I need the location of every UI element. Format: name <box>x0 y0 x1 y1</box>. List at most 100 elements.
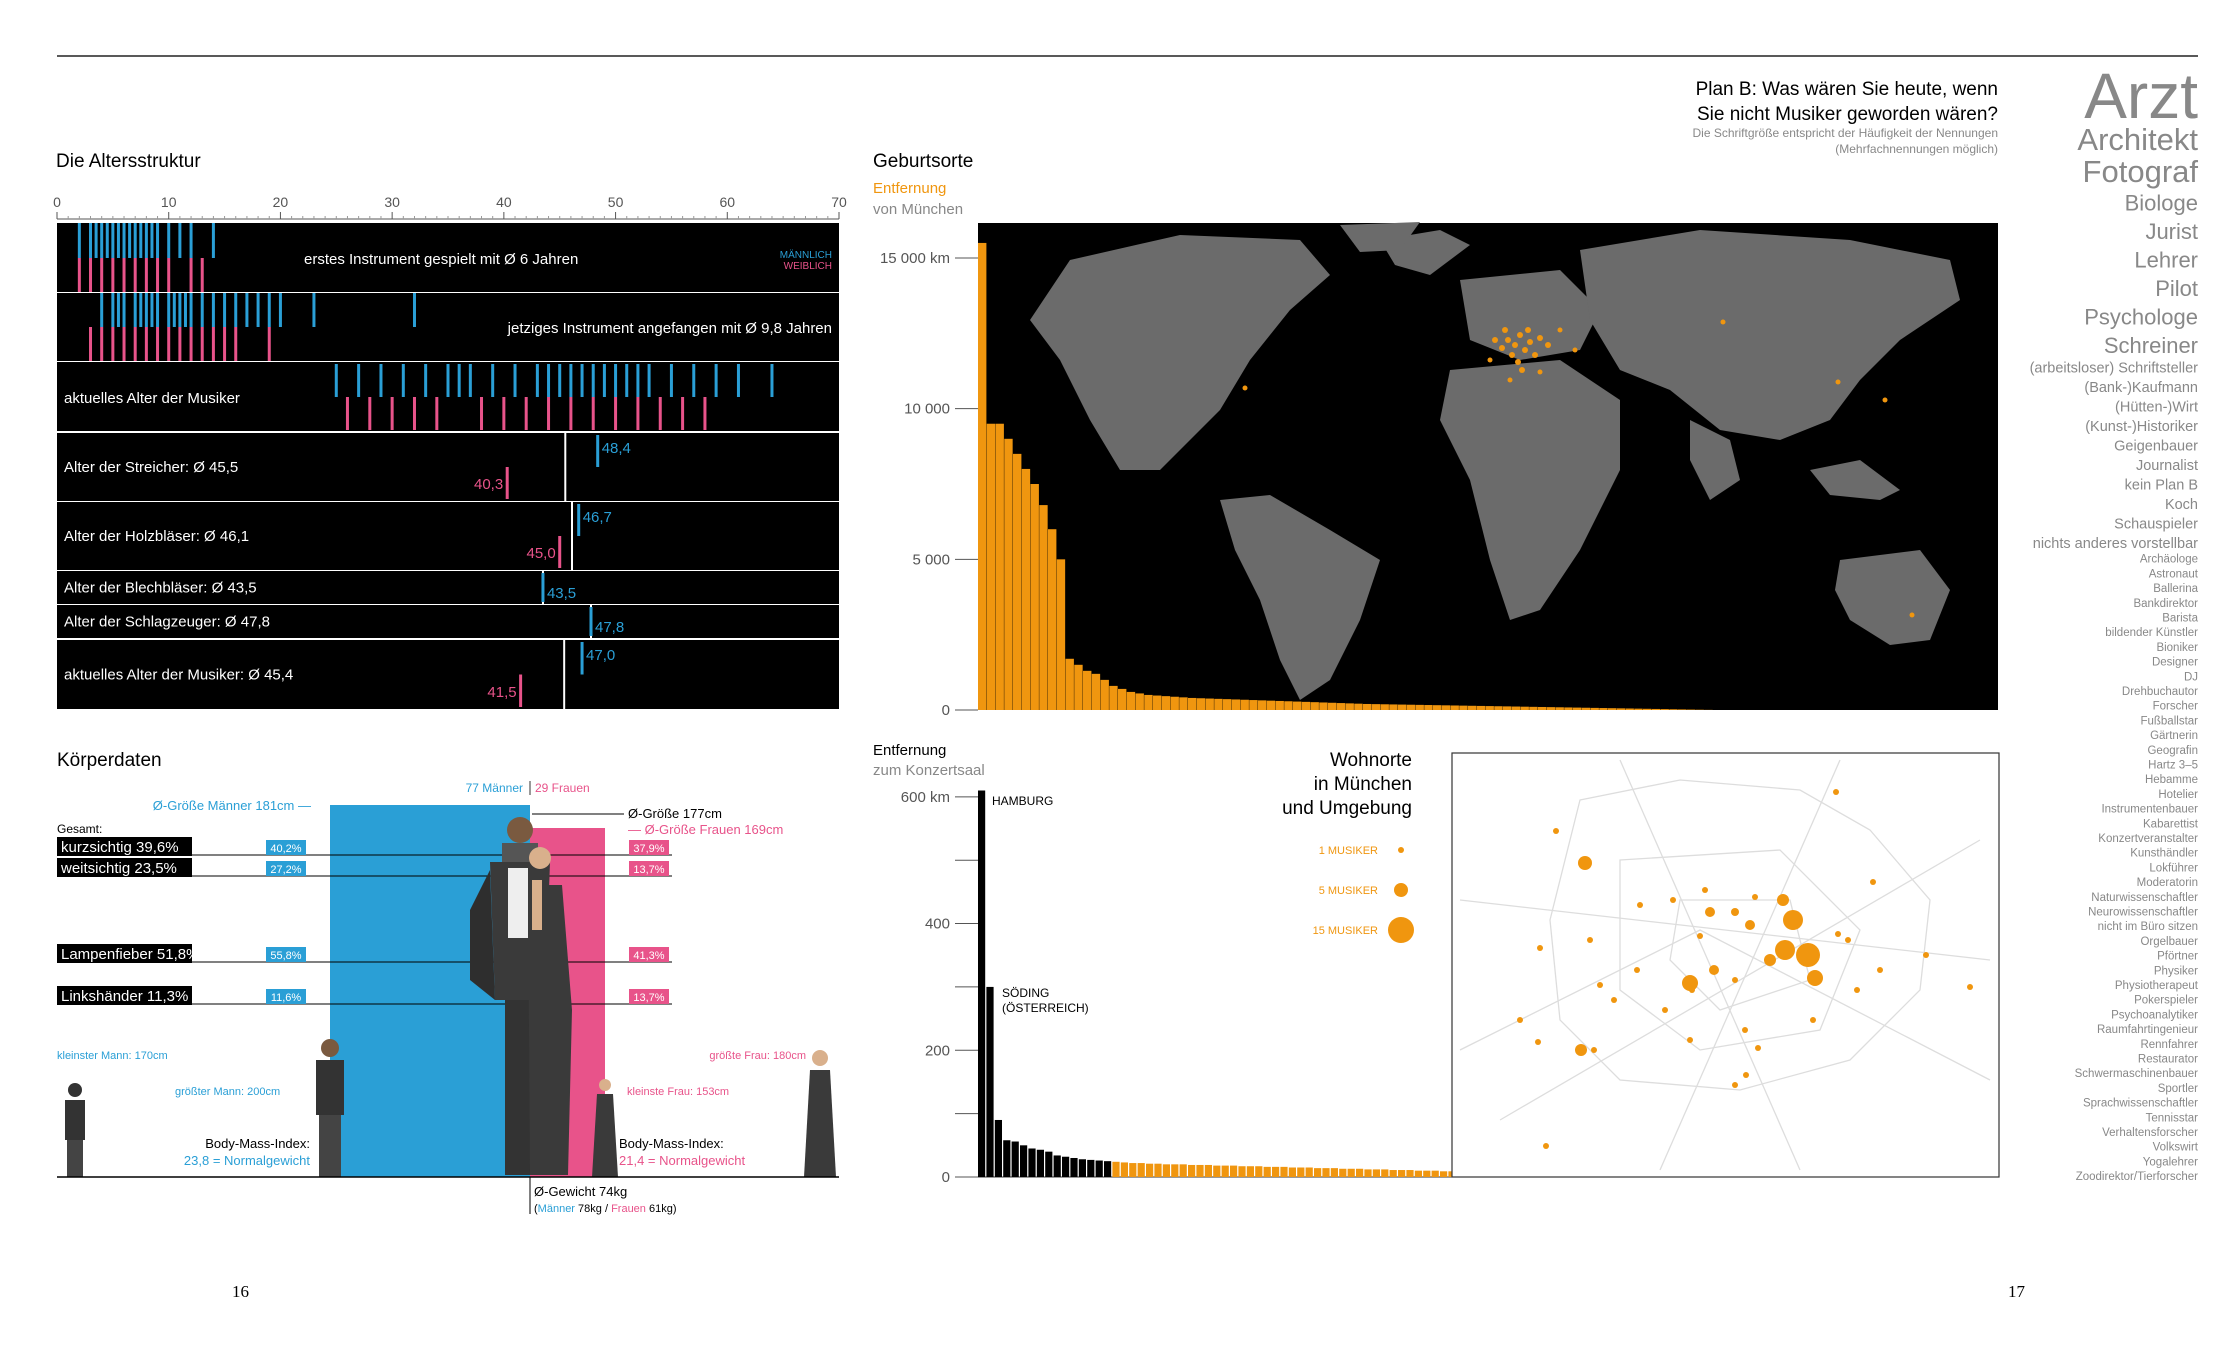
body-stat-label: weitsichtig 23,5% <box>60 860 177 877</box>
birth-bar <box>1153 695 1162 710</box>
age-section-box <box>57 571 839 604</box>
age-mark <box>245 293 249 327</box>
weight-breakdown: (Männer 78kg / Frauen 61kg) <box>534 1203 677 1215</box>
res-bar <box>1440 1171 1448 1177</box>
plan-b-word: (Bank-)Kaufmann <box>2084 380 2198 396</box>
plan-b-word: Kunsthändler <box>2130 848 2198 860</box>
birth-y-label: 0 <box>942 702 950 719</box>
birth-bar <box>1538 706 1547 710</box>
plan-b-word: Astronaut <box>2149 568 2199 580</box>
age-mark <box>167 293 171 327</box>
age-mark <box>100 293 104 327</box>
age-section-male-value: 43,5 <box>547 585 576 602</box>
res-bar <box>1062 1156 1070 1177</box>
plan-b-word: Rennfahrer <box>2140 1039 2198 1051</box>
birth-bar <box>1336 703 1346 710</box>
weight-men-value: 78kg / <box>578 1203 609 1215</box>
birth-bar <box>1503 706 1512 710</box>
plan-b-word: Architekt <box>2077 122 2198 157</box>
age-mark <box>144 258 148 292</box>
plan-b-word: DJ <box>2184 671 2198 683</box>
birth-bar <box>1135 693 1144 710</box>
bmi-women: 21,4 = Normalgewicht <box>619 1153 745 1168</box>
legend-1: 1 MUSIKER <box>1319 845 1378 857</box>
birth-bar <box>1179 697 1188 710</box>
plan-b-word: Journalist <box>2136 458 2198 474</box>
birth-bar <box>1275 700 1284 710</box>
birth-bar <box>1188 697 1197 710</box>
age-mark <box>569 364 573 397</box>
plan-b-word: kein Plan B <box>2125 478 2198 494</box>
birth-bar <box>1214 698 1223 710</box>
body-stat-female-value: 37,9% <box>633 843 664 855</box>
birth-bar <box>1660 709 1669 710</box>
birth-bar <box>1083 670 1092 710</box>
birth-bar <box>1240 699 1249 710</box>
age-axis-label: 10 <box>161 194 177 210</box>
birth-bar <box>986 423 996 710</box>
res-bar <box>1162 1164 1170 1177</box>
birth-bar <box>1100 679 1109 710</box>
age-section-label: Alter der Schlagzeuger: Ø 47,8 <box>64 614 270 631</box>
age-mark <box>435 397 439 430</box>
legend-dot-5 <box>1394 883 1408 897</box>
legend-dot-1 <box>1398 847 1404 853</box>
res-bar <box>1045 1151 1053 1177</box>
birth-bar <box>1354 703 1363 710</box>
plan-b-word: Fotograf <box>2083 154 2199 189</box>
age-mark <box>669 364 673 397</box>
birth-bar <box>1555 707 1564 710</box>
weight-women-value: 61kg) <box>649 1203 677 1215</box>
planb-note-2: (Mehrfachnennungen möglich) <box>1835 142 1998 156</box>
age-mark <box>591 397 595 430</box>
planb-title-2: Sie nicht Musiker geworden wären? <box>1697 104 1998 125</box>
men-height-label: Ø-Größe Männer 181cm — <box>153 798 311 813</box>
res-y-label: 400 <box>925 916 950 933</box>
res-bar <box>1171 1164 1179 1177</box>
tallest-man-figure <box>316 1039 344 1177</box>
age-mark <box>111 293 115 327</box>
age-mark <box>189 223 193 258</box>
age-section-box <box>57 605 839 638</box>
age-mark <box>122 293 126 327</box>
age-mark <box>156 327 160 361</box>
plan-b-word: Pförtner <box>2157 951 2198 963</box>
res-sub1: Entfernung <box>873 742 946 759</box>
birth-bar <box>1258 700 1267 710</box>
body-stats: kurzsichtig 39,6% 40,2% 37,9% weitsichtig 2… <box>57 837 672 1005</box>
plan-b-word: (Hütten-)Wirt <box>2115 400 2198 416</box>
age-mark <box>223 293 227 327</box>
age-axis-label: 20 <box>273 194 289 210</box>
body-stat-male-box <box>266 989 306 1004</box>
birth-bar <box>1573 707 1582 710</box>
plan-b-word: (arbeitsloser) Schriftsteller <box>2030 361 2199 377</box>
age-mark <box>256 293 260 327</box>
age-axis: 0 10 20 30 40 50 60 70 <box>53 194 847 220</box>
age-mark <box>156 223 160 258</box>
body-title: Körperdaten <box>57 750 162 771</box>
birth-y-label: 5 000 <box>912 551 950 568</box>
res-bar <box>1188 1164 1196 1177</box>
row1-label: erstes Instrument gespielt mit Ø 6 Jahre… <box>304 251 578 268</box>
age-mark <box>614 364 618 397</box>
birth-bar <box>1651 708 1661 710</box>
plan-b-word: Koch <box>2165 497 2198 513</box>
age-mark <box>200 293 204 327</box>
res-bar <box>1020 1145 1028 1177</box>
res-bar <box>1070 1157 1078 1177</box>
res-bar <box>1095 1160 1103 1177</box>
res-bar <box>1213 1165 1221 1177</box>
plan-b-word: Naturwissenschaftler <box>2091 892 2198 904</box>
res-bar <box>1297 1167 1305 1177</box>
res-y-label: 600 km <box>901 789 950 806</box>
plan-b-panel: Plan B: Was wären Sie heute, wenn Sie ni… <box>1693 60 2199 1183</box>
age-tick-strips <box>77 223 774 430</box>
average-woman-figure <box>528 847 572 1175</box>
age-mark <box>156 258 160 292</box>
age-mark <box>491 364 495 397</box>
age-section-male-value: 48,4 <box>602 440 631 457</box>
body-stat-male-value: 11,6% <box>271 992 302 1004</box>
legend-female: WEIBLICH <box>784 261 832 272</box>
plan-b-word: Restaurator <box>2138 1054 2198 1066</box>
age-mark <box>345 397 349 430</box>
